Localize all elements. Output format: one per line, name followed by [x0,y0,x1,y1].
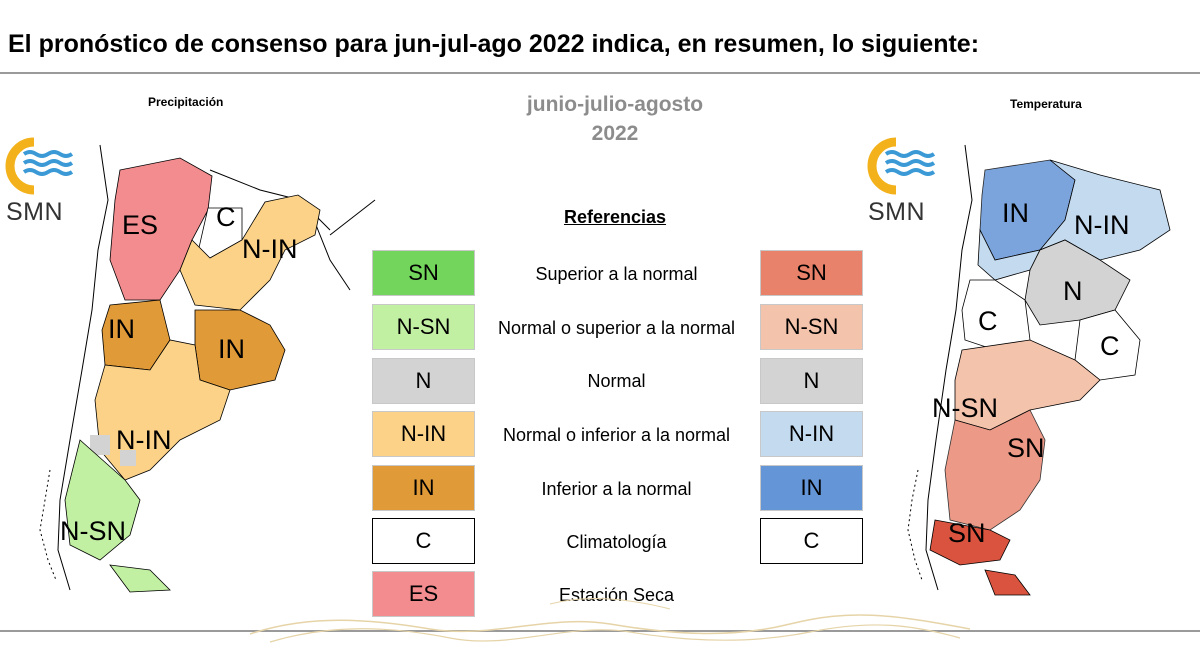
precip-label-in-west: IN [108,314,135,344]
temp-label-c-east: C [1100,331,1120,361]
temp-label-n-in: N-IN [1074,210,1130,240]
legend-precip-in: IN [372,465,475,511]
legend-desc-n: Normal [587,371,646,391]
legend-precip-sn: SN [372,250,475,296]
temperature-map-shape [907,144,1171,596]
temp-label-c-west: C [978,306,998,336]
temp-label-sn-south: SN [948,518,986,548]
legend-temp-sn: SN [760,250,863,296]
legend-temp-n: N [760,358,863,404]
bottom-divider [0,630,1200,632]
precipitation-title: Precipitación [148,95,224,109]
top-divider [0,72,1200,74]
precip-label-n-sn: N-SN [60,516,126,546]
legend-desc-es: Estación Seca [558,585,675,605]
legend-desc-in: Inferior a la normal [541,479,692,499]
precipitation-map-shape [39,144,376,593]
precip-label-n-in-north: N-IN [242,234,298,264]
precip-label-n-in-south: N-IN [116,425,172,455]
temp-label-n: N [1063,276,1083,306]
temp-label-n-sn: N-SN [932,393,998,423]
precipitation-map: ES C N-IN IN IN N-IN N-SN [30,140,410,600]
smn-logo-left: SMN [4,136,76,226]
temp-label-sn-central: SN [1007,433,1045,463]
period-months: junio-julio-agosto [526,93,704,116]
references-title: Referencias [563,207,667,227]
forecast-period: junio-julio-agosto 2022 [480,90,750,148]
smn-sun-icon [867,137,936,195]
legend-precip-n: N [372,358,475,404]
legend-temp-c: C [760,518,863,564]
period-year: 2022 [591,122,639,145]
legend-precip-es: ES [372,571,475,617]
decorative-sketch [249,594,971,649]
precip-label-es: ES [122,210,159,240]
temperature-map: IN N-IN N C C N-SN SN SN [900,140,1200,600]
legend-temp-n-sn: N-SN [760,304,863,350]
legend-precip-c: C [372,518,475,564]
smn-logo-right: SMN [866,136,938,226]
legend-temp-n-in: N-IN [760,411,863,457]
page-headline: El pronóstico de consenso para jun-jul-a… [8,30,980,58]
legend-desc-n-sn: Normal o superior a la normal [497,318,736,338]
smn-logo-text: SMN [868,198,926,226]
precip-label-in-east: IN [218,334,245,364]
legend-precip-n-sn: N-SN [372,304,475,350]
smn-logo-text: SMN [6,198,64,226]
legend-desc-n-in: Normal o inferior a la normal [502,425,731,445]
temperature-title: Temperatura [1010,97,1082,111]
legend-precip-n-in: N-IN [372,411,475,457]
smn-sun-icon [5,137,74,195]
decorative-sketch-lines [249,598,971,643]
legend-desc-sn: Superior a la normal [535,264,698,284]
legend-temp-in: IN [760,465,863,511]
precip-label-c: C [216,202,236,232]
temp-label-in: IN [1002,198,1029,228]
legend-desc-c: Climatología [566,532,667,552]
